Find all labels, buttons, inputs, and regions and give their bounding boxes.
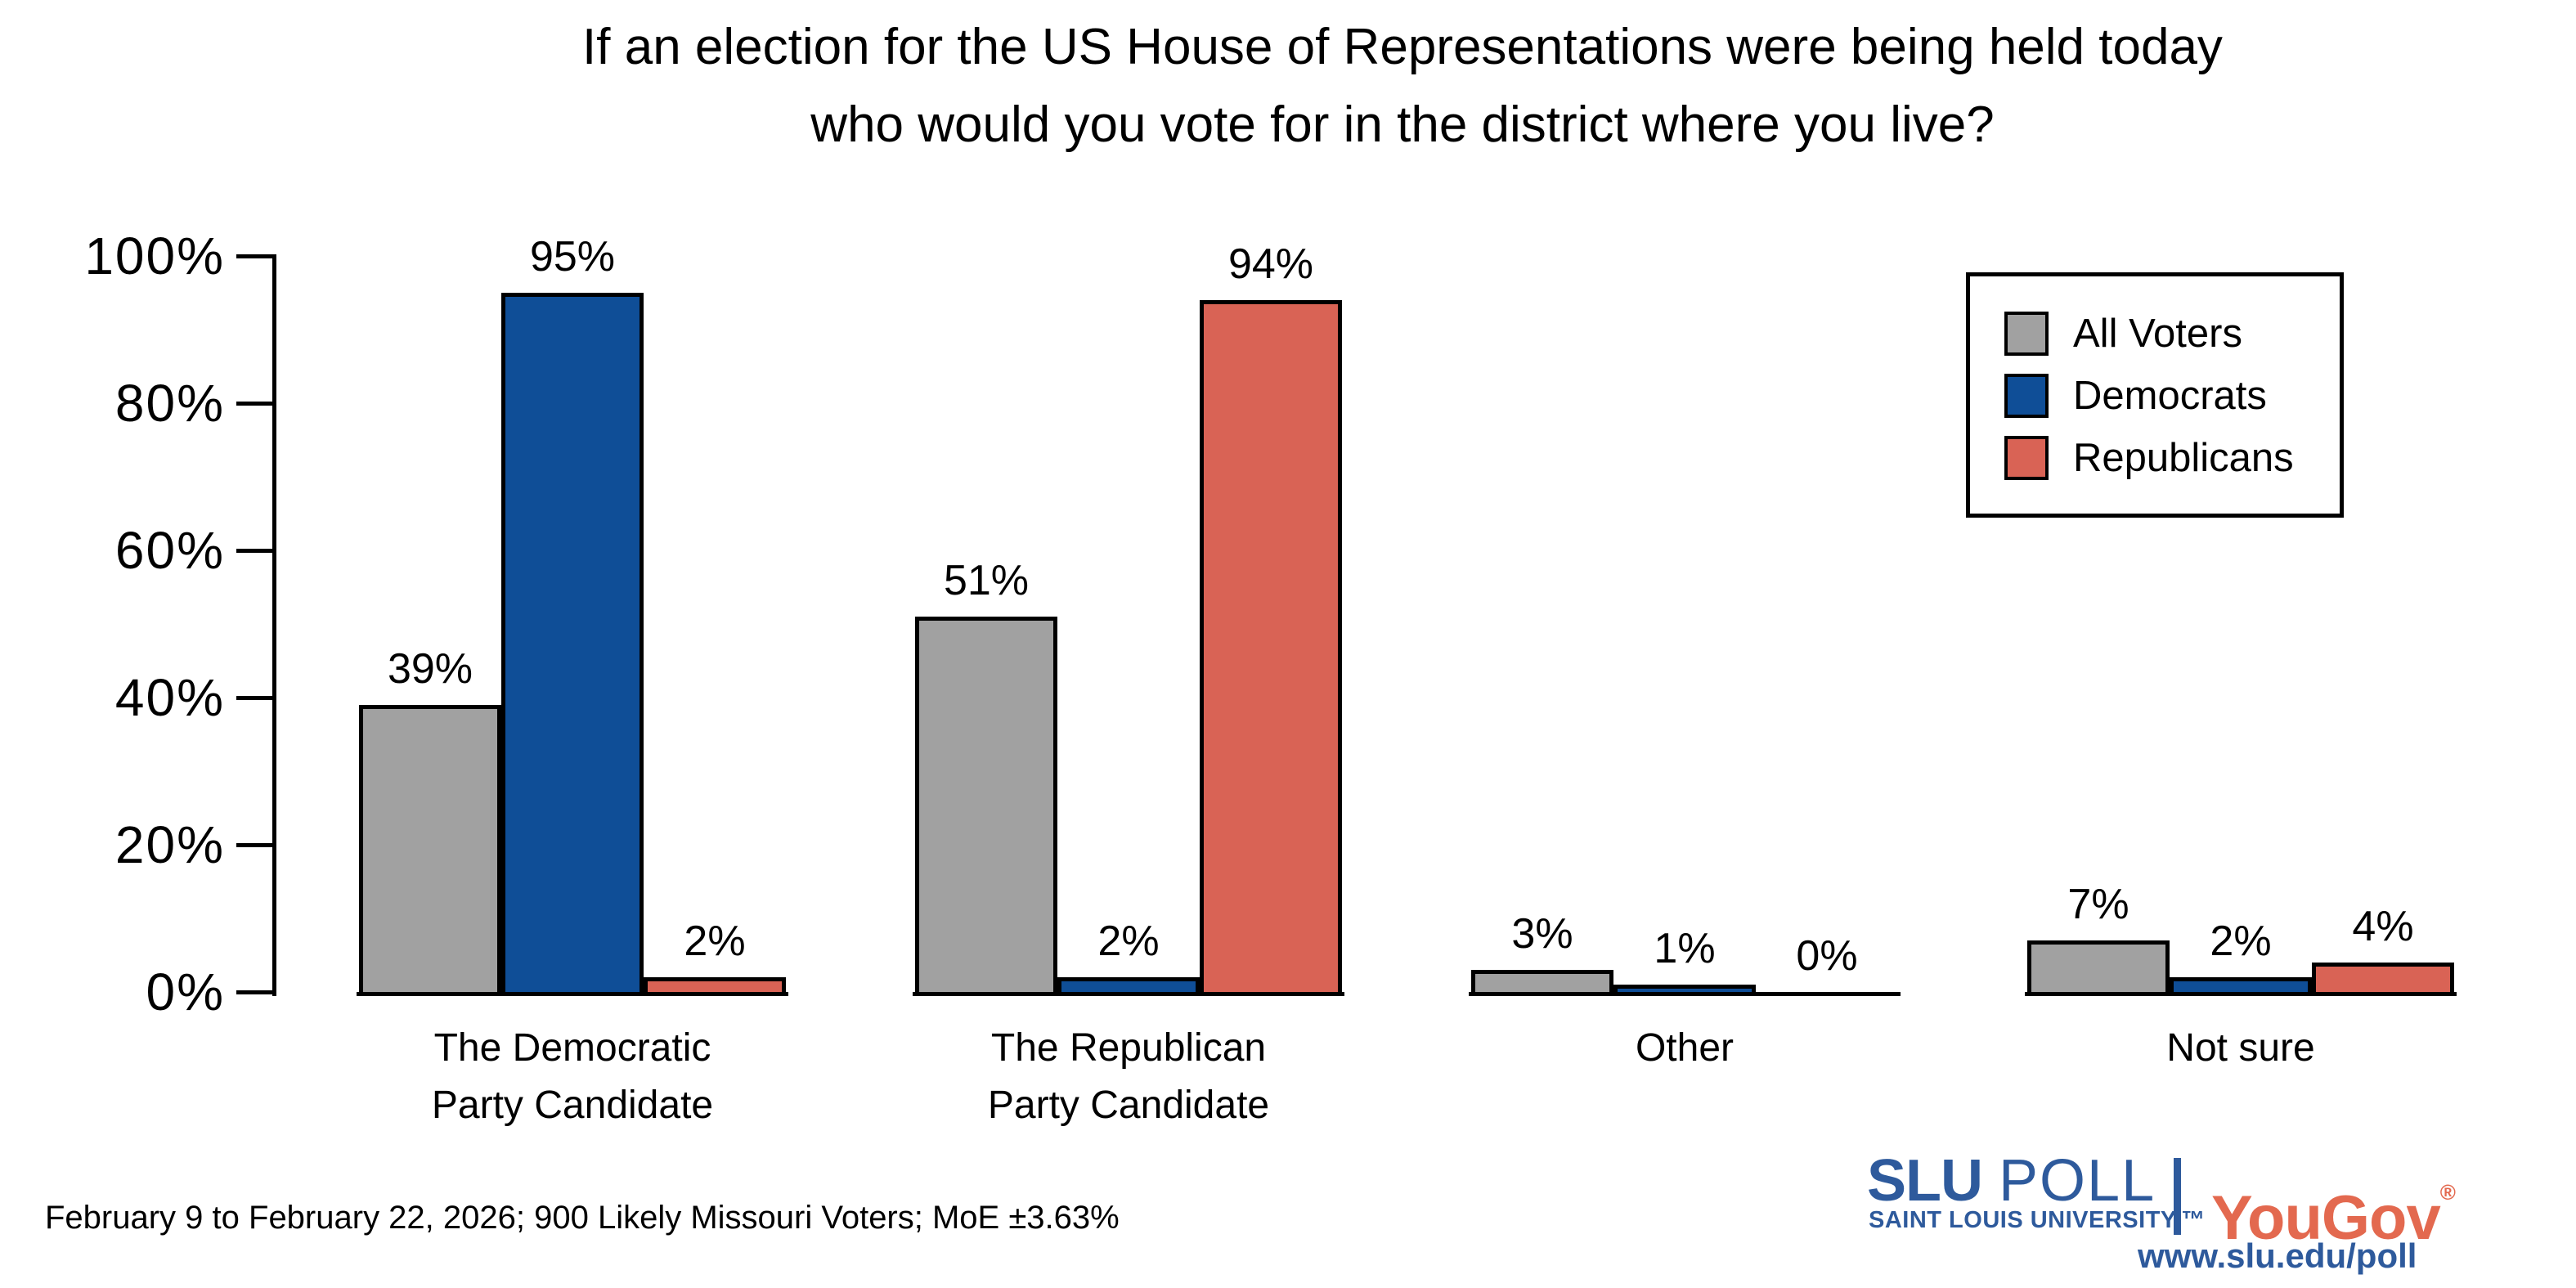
bar <box>1200 300 1342 996</box>
legend-label: Republicans <box>2073 436 2294 480</box>
poll-website-link[interactable]: www.slu.edu/poll <box>2138 1236 2417 1275</box>
bar <box>1057 977 1200 996</box>
bar-value-label: 51% <box>943 557 1030 604</box>
bar-value-label: 3% <box>1511 910 1573 958</box>
legend-item: All Voters <box>1970 303 2340 365</box>
bar <box>2170 977 2312 996</box>
y-tick-label: 100% <box>84 227 225 285</box>
chart-title-line-1: If an election for the US House of Repre… <box>582 19 2223 75</box>
y-tick-label: 80% <box>114 374 225 433</box>
bar-value-label: 95% <box>529 233 616 280</box>
bar <box>2027 940 2170 996</box>
yougov-logo-text: YouGov <box>2211 1183 2441 1253</box>
legend-swatch-icon <box>2004 312 2049 356</box>
bar-value-label: 1% <box>1654 925 1716 972</box>
y-axis-tick <box>236 843 272 847</box>
logo-divider-bar <box>2174 1158 2181 1235</box>
slu-logo-subtitle: SAINT LOUIS UNIVERSITY.™ <box>1869 1207 2206 1233</box>
chart-title-line-2: who would you vote for in the district w… <box>810 96 1995 153</box>
y-tick-label: 20% <box>114 815 225 874</box>
slu-poll-logo-poll: POLL <box>1999 1148 2156 1214</box>
bar-value-label: 2% <box>2210 918 2272 965</box>
legend: All Voters Democrats Republicans <box>1966 272 2344 518</box>
legend-label: Democrats <box>2073 374 2267 418</box>
bar <box>1613 985 1756 996</box>
y-axis-tick <box>236 402 272 406</box>
y-axis-tick <box>236 549 272 553</box>
bar-value-label: 94% <box>1227 240 1314 288</box>
category-label: The Republican Party Candidate <box>842 1020 1415 1134</box>
legend-item: Democrats <box>1970 365 2340 427</box>
bar-value-label: 2% <box>684 918 746 965</box>
y-tick-label: 60% <box>114 521 225 580</box>
bar-value-label: 4% <box>2352 903 2414 950</box>
category-label-line: Party Candidate <box>431 1084 714 1127</box>
bar <box>2312 963 2454 996</box>
y-axis-tick <box>236 990 272 994</box>
source-note: February 9 to February 22, 2026; 900 Lik… <box>45 1200 1120 1236</box>
category-label: Other <box>1398 1020 1971 1077</box>
category-label-line: Not sure <box>2166 1026 2315 1070</box>
legend-item: Republicans <box>1970 427 2340 489</box>
chart-title: If an election for the US House of Repre… <box>229 8 2576 164</box>
category-label-line: Other <box>1635 1026 1735 1070</box>
slu-poll-logo-slu: SLU <box>1867 1148 1983 1214</box>
y-axis-line <box>272 254 276 996</box>
y-tick-label: 0% <box>146 963 225 1021</box>
yougov-logo: YouGov® <box>2211 1160 2456 1253</box>
bar-value-label: 2% <box>1097 918 1160 965</box>
slu-poll-logo: SLU POLL <box>1867 1151 2156 1210</box>
registered-trademark-icon: ® <box>2439 1180 2456 1205</box>
bar <box>359 705 501 996</box>
category-label-line: The Republican <box>990 1026 1267 1070</box>
bar <box>915 617 1057 996</box>
y-tick-label: 40% <box>114 668 225 727</box>
legend-label: All Voters <box>2073 312 2242 356</box>
bar-value-label: 7% <box>2067 881 2129 928</box>
bar <box>501 293 644 996</box>
bar <box>644 977 786 996</box>
bar-value-label: 0% <box>1796 932 1858 980</box>
y-axis-tick <box>236 696 272 700</box>
y-axis-tick <box>236 254 272 258</box>
category-label: The Democratic Party Candidate <box>286 1020 859 1134</box>
bar-value-label: 39% <box>387 645 473 693</box>
legend-swatch-icon <box>2004 436 2049 480</box>
category-label: Not sure <box>1954 1020 2527 1077</box>
category-label-line: Party Candidate <box>987 1084 1270 1127</box>
legend-swatch-icon <box>2004 374 2049 418</box>
bar <box>1471 970 1613 996</box>
category-label-line: The Democratic <box>433 1026 711 1070</box>
